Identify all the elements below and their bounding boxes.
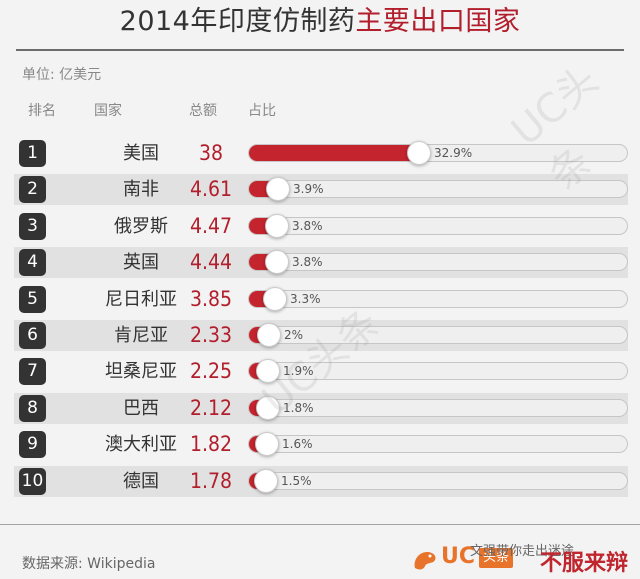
unit-label: 单位: 亿美元 (22, 67, 102, 83)
value-label: 4.47 (189, 214, 233, 238)
share-label: 3.8% (292, 219, 323, 233)
share-bar-track: 2% (248, 323, 628, 347)
uc-toutiao-logo: UC 头条 (411, 543, 521, 575)
share-label: 3.8% (292, 255, 323, 269)
uc-text: UC (441, 544, 476, 569)
rank-badge: 6 (19, 322, 46, 349)
share-knob (265, 250, 289, 274)
country-label: 英国 (123, 252, 159, 273)
share-bar-track: 3.9% (248, 177, 628, 201)
share-knob (257, 323, 281, 347)
share-knob (407, 141, 431, 165)
data-source: 数据来源: Wikipedia (22, 556, 156, 572)
share-label: 3.9% (293, 182, 324, 196)
share-knob (265, 214, 289, 238)
table-row: 10 德国 1.78 1.5% (14, 466, 628, 497)
squirrel-icon (414, 552, 436, 570)
share-bar-track: 3.8% (248, 250, 628, 274)
share-label: 2% (284, 328, 304, 342)
header-share: 占比 (248, 103, 276, 119)
rank-badge: 2 (19, 176, 46, 203)
table-row: 9 澳大利亚 1.82 1.6% (14, 429, 628, 460)
table-row: 5 尼日利亚 3.85 3.3% (14, 284, 628, 315)
rank-badge: 9 (19, 431, 46, 458)
share-bar-track: 1.6% (248, 432, 628, 456)
country-label: 美国 (123, 143, 159, 164)
share-knob (256, 396, 280, 420)
header-rank: 排名 (28, 103, 56, 119)
share-bar-track: 1.8% (248, 396, 628, 420)
table-row: 2 南非 4.61 3.9% (14, 174, 628, 205)
rank-badge: 5 (19, 286, 46, 313)
country-label: 南非 (123, 179, 159, 200)
value-label: 4.44 (189, 250, 233, 274)
table-row: 8 巴西 2.12 1.8% (14, 393, 628, 424)
bottom-divider (0, 524, 640, 525)
table-row: 1 美国 38 32.9% (14, 138, 628, 169)
share-bar-track: 3.8% (248, 214, 628, 238)
table-row: 6 肯尼亚 2.33 2% (14, 320, 628, 351)
title-highlight: 主要出口国家 (355, 6, 521, 37)
country-label: 尼日利亚 (105, 289, 177, 310)
header-total: 总额 (189, 103, 217, 119)
share-knob (254, 469, 278, 493)
share-label: 1.5% (281, 474, 312, 488)
value-label: 2.12 (189, 396, 233, 420)
uc-badge: 头条 (479, 548, 514, 568)
share-knob (256, 359, 280, 383)
share-bar-track: 32.9% (248, 141, 628, 165)
table-row: 3 俄罗斯 4.47 3.8% (14, 211, 628, 242)
table-row: 4 英国 4.44 3.8% (14, 247, 628, 278)
share-label: 32.9% (434, 146, 473, 160)
country-label: 德国 (123, 471, 159, 492)
share-label: 3.3% (290, 292, 321, 306)
rank-badge: 4 (19, 249, 46, 276)
share-label: 1.8% (283, 401, 314, 415)
share-knob (255, 432, 279, 456)
table-row: 7 坦桑尼亚 2.25 1.9% (14, 356, 628, 387)
rank-badge: 1 (19, 140, 46, 167)
share-bar-track: 1.5% (248, 469, 628, 493)
share-bar-track: 3.3% (248, 287, 628, 311)
country-label: 澳大利亚 (105, 434, 177, 455)
value-label: 2.25 (189, 359, 233, 383)
share-knob (263, 287, 287, 311)
country-label: 肯尼亚 (114, 325, 168, 346)
country-label: 巴西 (123, 398, 159, 419)
country-label: 坦桑尼亚 (105, 361, 177, 382)
chart-title: 2014年印度仿制药主要出口国家 (0, 4, 640, 40)
title-divider (16, 49, 624, 51)
share-label: 1.6% (282, 437, 313, 451)
header-country: 国家 (94, 103, 122, 119)
value-label: 2.33 (189, 323, 233, 347)
value-label: 38 (198, 141, 224, 165)
title-main: 2014年印度仿制药 (119, 6, 356, 37)
value-label: 1.78 (189, 469, 233, 493)
rank-badge: 7 (19, 358, 46, 385)
wechat-account: 文强带你走出迷途 (470, 544, 575, 559)
share-bar (249, 145, 419, 161)
value-label: 4.61 (189, 177, 233, 201)
value-label: 1.82 (189, 432, 233, 456)
value-label: 3.85 (189, 287, 233, 311)
brand-mark: 不服来辩 (540, 551, 629, 576)
rank-badge: 8 (19, 395, 46, 422)
rank-badge: 3 (19, 213, 46, 240)
share-knob (266, 177, 290, 201)
country-label: 俄罗斯 (114, 216, 168, 237)
share-bar-track: 1.9% (248, 359, 628, 383)
rank-badge: 10 (19, 468, 46, 495)
share-label: 1.9% (283, 364, 314, 378)
